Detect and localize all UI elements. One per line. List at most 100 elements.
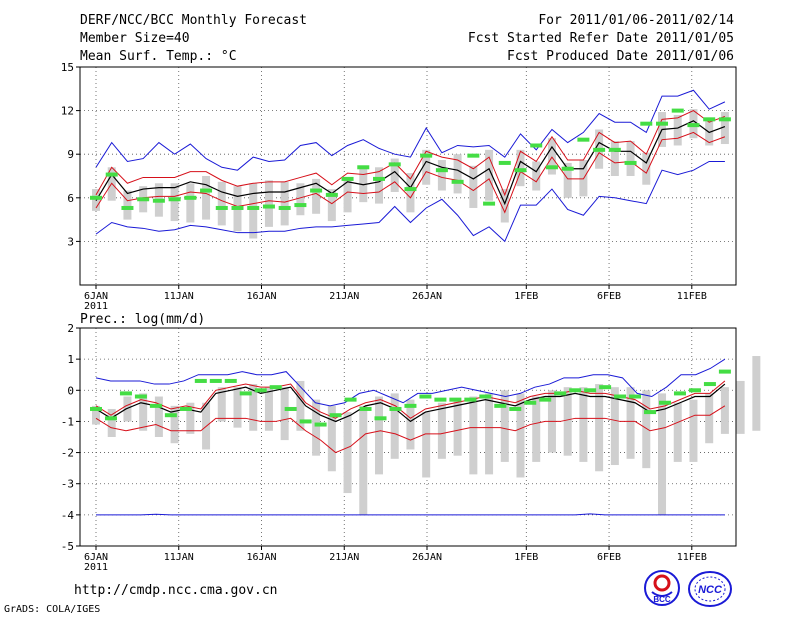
prec-spread-box [92,405,100,425]
bcc-logo: BCC [644,570,680,606]
bcc-logo-text: BCC [653,595,671,604]
temp-median-mark [152,198,165,203]
temp-median-mark [262,204,275,209]
prec-median-mark [134,394,147,399]
prec-median-mark [464,397,477,402]
prec-xtick-label: 6FEB [597,552,621,563]
prec-median-mark [688,388,701,393]
prec-median-mark [599,385,612,390]
prec-spread-box [186,402,195,434]
temp-spread-box [327,189,336,222]
prec-spread-box [170,405,179,444]
prec-spread-box [107,408,116,437]
prec-spread-box [705,393,714,444]
prec-median-mark [584,388,597,393]
temp-median-mark [278,205,291,210]
prec-median-mark [659,400,672,405]
temp-spread-box [485,149,494,201]
temp-xtick-label: 26JAN [412,291,442,302]
temp-spread-box [249,183,258,239]
prec-median-mark [119,391,132,396]
temp-median-mark [671,108,684,113]
prec-median-mark [629,394,642,399]
temp-median-mark [608,147,621,152]
prec-frame [79,327,737,547]
prec-lower-line [95,405,726,454]
prec-median-mark [239,391,252,396]
temp-median-mark [435,168,448,173]
prec-spread-box [264,387,273,431]
precipitation-label: Prec.: log(mm/d) [80,312,206,327]
temp-median-mark [561,166,574,171]
prec-spread-box [233,387,242,428]
prec-median-mark [449,397,462,402]
temp-spread-box [264,180,273,227]
temp-median-mark [718,117,731,122]
prec-spread-box [406,399,415,450]
prec-median-mark [644,410,657,415]
prec-spread-box [720,387,729,434]
temp-xtick-year: 2011 [84,301,108,312]
temp-median-mark [215,205,228,210]
temp-median-mark [325,192,338,197]
temp-median-mark [388,162,401,167]
temp-median-mark [640,121,653,126]
prec-spread-box [469,396,478,475]
temp-ytick-label: 3 [67,235,74,248]
temp-median-mark [545,165,558,170]
prec-median-mark [179,406,192,411]
temp-median-mark [184,195,197,200]
prec-spread-box [500,390,509,462]
temp-spread-box [642,152,651,185]
temp-median-mark [656,121,669,126]
prec-median-mark [419,394,432,399]
prec-median-mark [569,388,582,393]
prec-median-mark [359,406,372,411]
prec-spread-box [689,399,698,462]
temp-ytick-label: 12 [61,105,74,118]
prec-xtick-year: 2011 [84,562,108,573]
temp-min-line [95,160,725,243]
website-url[interactable]: http://cmdp.ncc.cma.gov.cn [74,583,278,598]
prec-spread-box [359,405,368,515]
temp-median-mark [373,176,386,181]
temp-median-mark [357,165,370,170]
prec-median-mark [269,385,282,390]
temp-spread-box [170,183,179,222]
temp-median-mark [105,172,118,177]
ncc-logo: NCC [688,571,732,607]
prec-median-mark [673,391,686,396]
chart-title: DERF/NCC/BCC Monthly Forecast [80,13,307,28]
temp-spread-box [296,183,305,216]
temp-xtick-label: 16JAN [246,291,276,302]
prec-xtick-label: 11JAN [164,552,194,563]
prec-spread-box [280,387,289,441]
prec-spread-box [422,412,431,478]
prec-median-mark [194,378,207,383]
prec-median-mark [299,419,312,424]
temp-spread-box [390,158,399,192]
prec-median-mark [509,406,522,411]
member-size: Member Size=40 [80,31,190,46]
prec-spread-box [579,387,588,462]
prec-median-mark [539,397,552,402]
temp-median-mark [294,203,307,208]
grads-credit: GrADS: COLA/IGES [4,604,101,615]
prec-median-mark [329,413,342,418]
prec-ytick-label: 1 [67,353,74,366]
temp-spread-box [202,176,211,220]
temp-median-mark [498,160,511,165]
prec-ytick-label: -2 [61,447,74,460]
temp-median-mark [514,168,527,173]
temp-spread-box [312,178,321,214]
prec-spread-box [532,396,541,462]
prec-spread-box [217,387,226,422]
temp-median-mark [168,197,181,202]
temp-spread-box [422,149,431,185]
temp-spread-box [280,181,289,226]
temp-median-mark [687,123,700,128]
temp-xtick-label: 6JAN [84,291,108,302]
